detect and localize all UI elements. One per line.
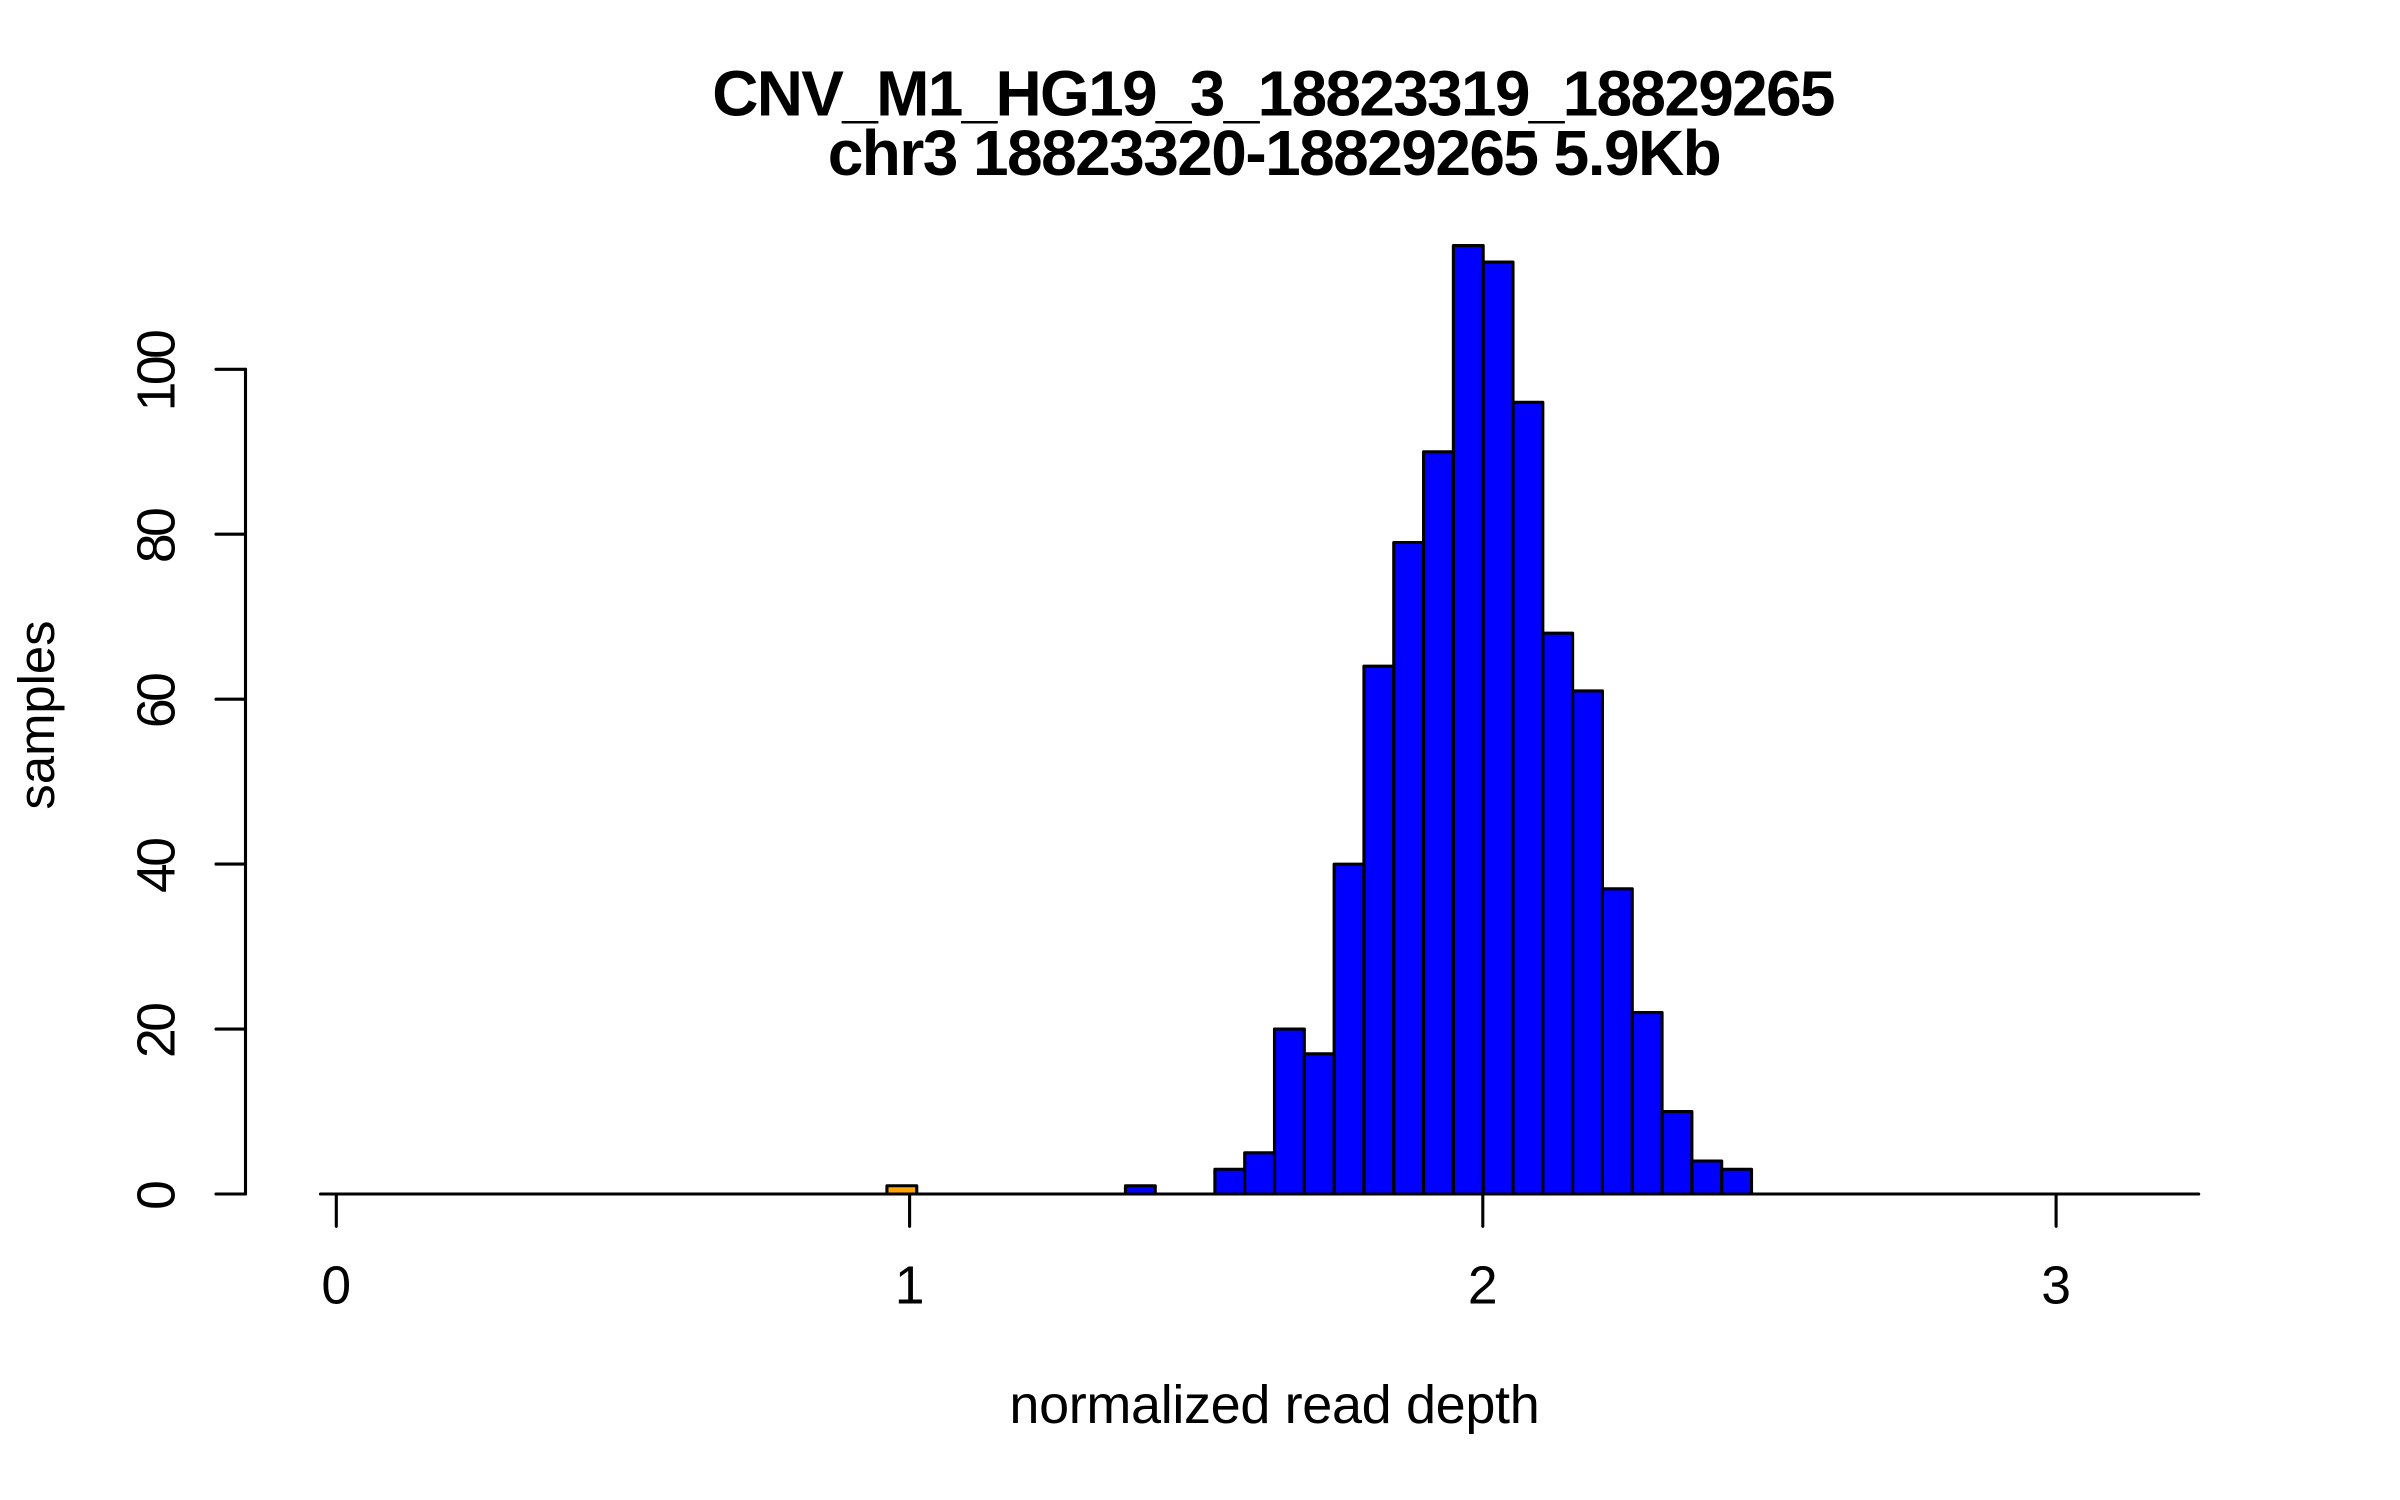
svg-text:samples: samples [8,620,65,809]
svg-text:80: 80 [128,509,187,563]
svg-text:0: 0 [321,1257,351,1316]
svg-text:100: 100 [128,331,187,412]
svg-text:1: 1 [895,1257,925,1316]
svg-text:2: 2 [1468,1257,1498,1316]
svg-text:0: 0 [128,1182,187,1210]
svg-text:3: 3 [2041,1257,2071,1316]
svg-text:20: 20 [128,1004,187,1058]
svg-text:40: 40 [128,839,187,893]
svg-text:chr3 18823320-18829265 5.9Kb: chr3 18823320-18829265 5.9Kb [828,117,1720,189]
svg-text:CNV_M1_HG19_3_18823319_1882926: CNV_M1_HG19_3_18823319_18829265 [712,58,1834,130]
svg-text:normalized read depth: normalized read depth [1009,1375,1539,1435]
svg-text:60: 60 [128,674,187,728]
